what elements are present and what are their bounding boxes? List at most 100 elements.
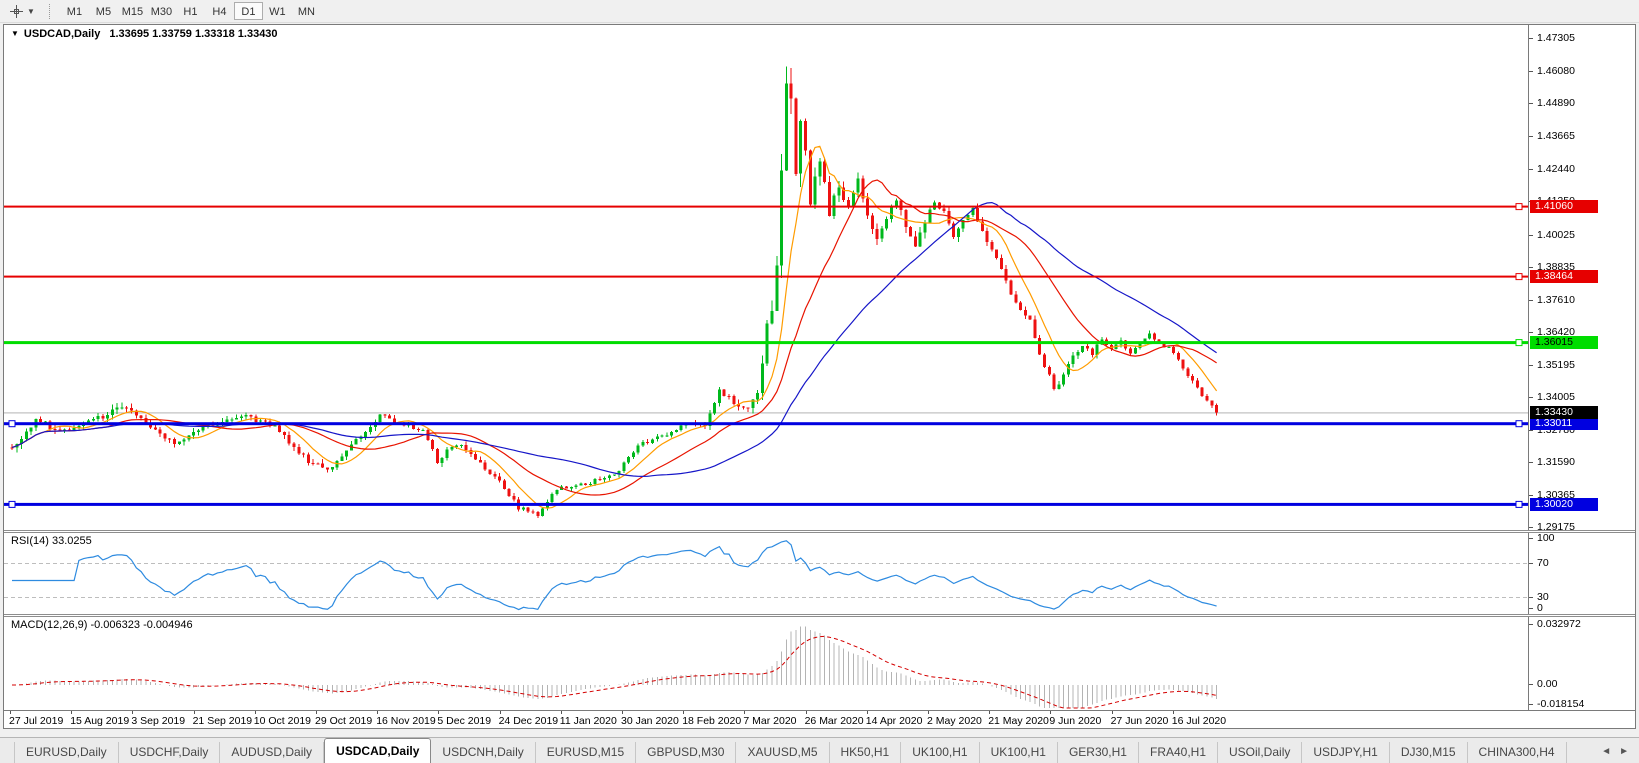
line-handle bbox=[1515, 339, 1523, 347]
price-tick-label: 1.31590 bbox=[1537, 456, 1575, 468]
horizontal-level-line bbox=[4, 341, 1528, 345]
price-tick-label: 1.46080 bbox=[1537, 65, 1575, 78]
line-handle bbox=[1515, 500, 1523, 508]
price-tick-label: 1.42440 bbox=[1537, 163, 1575, 176]
tab-scroll-right-icon[interactable]: ► bbox=[1619, 746, 1629, 757]
date-label: 14 Apr 2020 bbox=[865, 715, 923, 727]
tab-usdcnh-daily[interactable]: USDCNH,Daily bbox=[431, 742, 536, 763]
date-tick bbox=[989, 711, 991, 714]
horizontal-level-line bbox=[4, 422, 1528, 426]
main-chart-plot[interactable]: ▼ USDCAD,Daily 1.33695 1.33759 1.33318 1.3… bbox=[4, 25, 1528, 530]
tab-eurusd-m15[interactable]: EURUSD,M15 bbox=[536, 742, 637, 763]
line-handle bbox=[8, 420, 16, 428]
date-label: 21 Sep 2019 bbox=[192, 715, 253, 727]
price-tick bbox=[1529, 429, 1533, 431]
symbol-label: USDCAD,Daily bbox=[23, 28, 101, 40]
tab-scroll-left-icon[interactable]: ◄ bbox=[1601, 746, 1612, 757]
rsi-line bbox=[12, 540, 1217, 611]
price-badge: 1.36015 bbox=[1530, 336, 1598, 350]
macd-splitter[interactable] bbox=[4, 614, 1635, 617]
timeframe-button-m1[interactable]: M1 bbox=[66, 6, 83, 18]
tab-uk100-h1[interactable]: UK100,H1 bbox=[901, 742, 980, 763]
macd-axis-label: -0.018154 bbox=[1537, 698, 1585, 710]
date-tick bbox=[928, 711, 929, 714]
date-tick bbox=[805, 711, 807, 714]
timeframe-button-d1[interactable]: D1 bbox=[233, 2, 263, 20]
price-badge: 1.30020 bbox=[1530, 497, 1598, 511]
toolbar-grip[interactable] bbox=[48, 3, 52, 19]
date-label: 24 Dec 2019 bbox=[498, 715, 559, 727]
timeframe-button-m15[interactable]: M15 bbox=[121, 6, 144, 18]
rsi-splitter[interactable] bbox=[4, 530, 1635, 533]
chart-tabs: EURUSD,Daily USDCHF,Daily AUDUSD,Daily USDC… bbox=[14, 738, 1567, 763]
price-badge: 1.38464 bbox=[1530, 270, 1598, 284]
date-label: 21 May 2020 bbox=[988, 715, 1049, 727]
tab-xauusd-m5[interactable]: XAUUSD,M5 bbox=[736, 742, 830, 763]
tab-hk50-h1[interactable]: HK50,H1 bbox=[830, 742, 902, 763]
macd-axis-tick bbox=[1529, 624, 1533, 625]
chart-tabbar: EURUSD,Daily USDCHF,Daily AUDUSD,Daily USDC… bbox=[0, 737, 1639, 763]
price-tick bbox=[1529, 396, 1533, 398]
tab-ger30-h1[interactable]: GER30,H1 bbox=[1058, 742, 1139, 763]
date-tick bbox=[1111, 711, 1113, 714]
tab-eurusd-daily[interactable]: EURUSD,Daily bbox=[14, 742, 119, 763]
horizontal-level-line bbox=[4, 205, 1528, 208]
macd-axis-tick bbox=[1529, 704, 1533, 705]
price-tick bbox=[1529, 495, 1533, 497]
date-tick bbox=[254, 711, 256, 714]
macd-histogram bbox=[16, 626, 1218, 708]
current-price-line bbox=[4, 412, 1528, 414]
rsi-axis-label: 70 bbox=[1537, 557, 1549, 569]
tab-usoil-daily[interactable]: USOil,Daily bbox=[1218, 742, 1303, 763]
tab-usdcad-daily[interactable]: USDCAD,Daily bbox=[324, 738, 432, 763]
dropdown-arrow-icon[interactable]: ▼ bbox=[27, 6, 35, 16]
collapse-triangle-icon: ▼ bbox=[11, 29, 19, 38]
tab-audusd-daily[interactable]: AUDUSD,Daily bbox=[220, 742, 325, 763]
price-tick bbox=[1529, 103, 1533, 105]
tab-usdjpy-h1[interactable]: USDJPY,H1 bbox=[1302, 742, 1390, 763]
date-tick bbox=[1050, 711, 1052, 714]
rsi-axis-label: 0 bbox=[1537, 602, 1543, 614]
chart-window: ▼ USDCAD,Daily 1.33695 1.33759 1.33318 1.3… bbox=[3, 24, 1636, 729]
date-label: 16 Nov 2019 bbox=[376, 715, 436, 727]
tab-fra40-h1[interactable]: FRA40,H1 bbox=[1139, 742, 1219, 763]
price-tick bbox=[1529, 234, 1533, 236]
timeframe-button-m5[interactable]: M5 bbox=[95, 6, 112, 18]
price-tick-label: 1.43665 bbox=[1537, 130, 1575, 143]
tab-gbpusd-m30[interactable]: GBPUSD,M30 bbox=[636, 742, 737, 763]
tab-uk100-h1[interactable]: UK100,H1 bbox=[980, 742, 1058, 763]
date-label: 3 Sep 2019 bbox=[131, 715, 186, 727]
timeframe-button-m30[interactable]: M30 bbox=[150, 6, 173, 18]
crosshair-tool-button[interactable]: ▼ bbox=[5, 3, 39, 20]
price-badge: 1.33011 bbox=[1530, 417, 1598, 431]
rsi-panel[interactable]: RSI(14) 33.0255 bbox=[4, 533, 1528, 614]
rsi-axis-label: 30 bbox=[1537, 591, 1549, 603]
rsi-label: RSI(14) 33.0255 bbox=[11, 535, 92, 547]
tab-dj30-m15[interactable]: DJ30,M15 bbox=[1390, 742, 1468, 763]
candlestick-canvas[interactable] bbox=[4, 25, 1528, 530]
line-handle bbox=[1515, 203, 1523, 211]
date-label: 7 Mar 2020 bbox=[743, 715, 797, 727]
timeframe-button-h4[interactable]: H4 bbox=[212, 6, 227, 18]
price-tick bbox=[1529, 71, 1533, 73]
rsi-axis-tick bbox=[1529, 538, 1533, 539]
horizontal-level-line bbox=[4, 275, 1528, 278]
rsi-axis-tick bbox=[1529, 608, 1533, 609]
macd-panel[interactable]: MACD(12,26,9) -0.006323 -0.004946 bbox=[4, 617, 1528, 710]
date-tick bbox=[499, 711, 501, 714]
moving-average-line bbox=[11, 201, 1217, 478]
price-tick bbox=[1529, 169, 1533, 171]
date-tick bbox=[560, 711, 562, 714]
rsi-canvas[interactable] bbox=[4, 533, 1528, 614]
tab-china300-h4[interactable]: CHINA300,H4 bbox=[1468, 742, 1567, 763]
date-axis[interactable]: 27 Jul 2019 15 Aug 2019 3 Sep 2019 21 Sep 2… bbox=[4, 710, 1635, 728]
timeframe-button-h1[interactable]: H1 bbox=[183, 6, 198, 18]
macd-canvas[interactable] bbox=[4, 617, 1528, 710]
tab-usdchf-daily[interactable]: USDCHF,Daily bbox=[119, 742, 221, 763]
timeframe-button-mn[interactable]: MN bbox=[297, 6, 315, 18]
timeframe-button-w1[interactable]: W1 bbox=[269, 6, 286, 18]
date-label: 10 Oct 2019 bbox=[253, 715, 312, 727]
date-tick bbox=[438, 711, 440, 714]
price-axis[interactable]: 1.473051.460801.448901.436651.424401.412… bbox=[1528, 25, 1635, 728]
